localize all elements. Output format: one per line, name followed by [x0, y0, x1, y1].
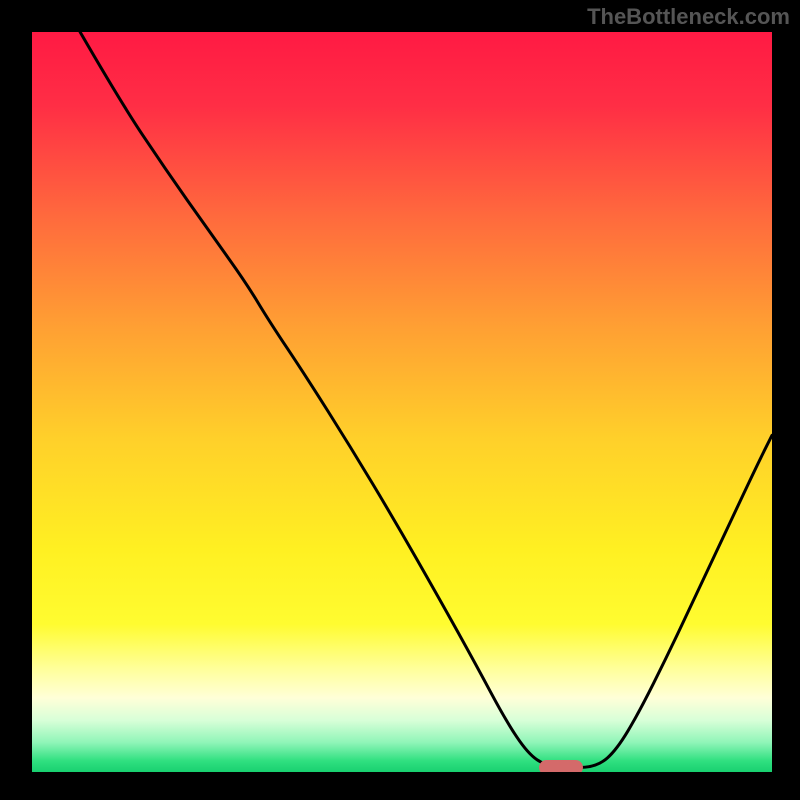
- optimal-marker: [539, 760, 583, 772]
- bottleneck-chart: [32, 32, 772, 772]
- watermark-text: TheBottleneck.com: [587, 4, 790, 30]
- bottleneck-curve: [32, 32, 772, 772]
